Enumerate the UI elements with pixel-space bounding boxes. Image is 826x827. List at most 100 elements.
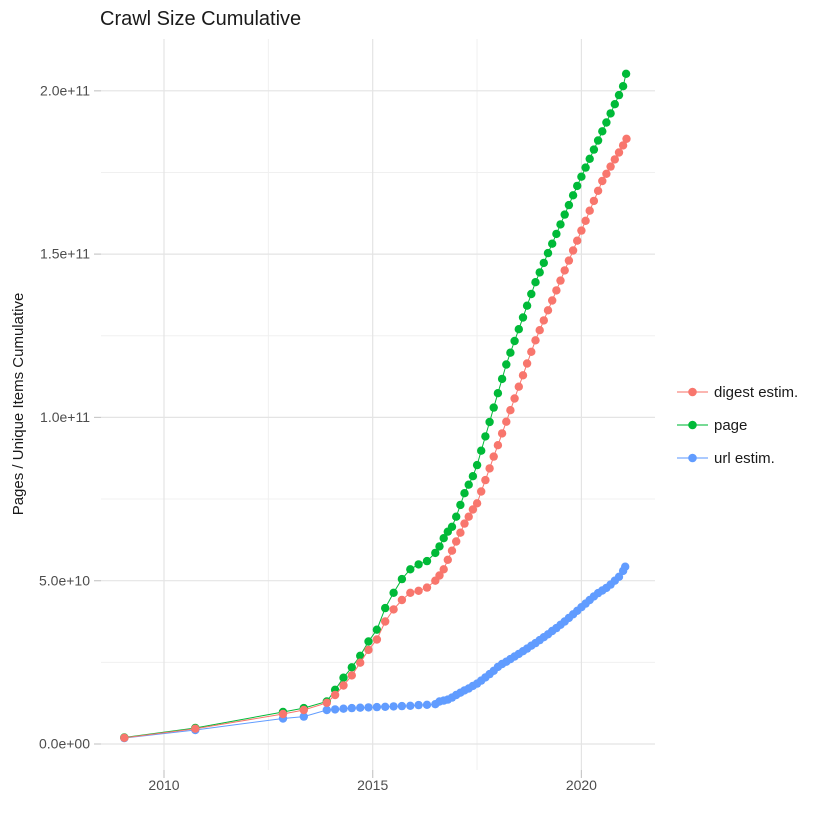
gridlines-minor [101,39,655,770]
data-point [573,236,582,245]
data-point [330,690,340,700]
data-point [485,464,494,473]
legend-key-dot-digest [688,387,697,397]
data-point [527,347,536,356]
data-point [614,90,624,100]
data-point [439,534,448,543]
legend-item-page: page [677,417,747,434]
data-point [397,595,407,605]
data-point [502,417,511,426]
data-point [485,417,494,427]
data-point [497,374,507,384]
data-point [422,583,432,592]
data-point [364,637,373,646]
data-point [548,296,557,305]
series-line [124,566,626,739]
data-point [299,705,308,715]
data-point [464,512,473,521]
data-point [514,325,523,334]
data-point [389,702,398,711]
data-point [422,556,432,566]
data-point [299,712,308,721]
data-point [464,480,473,489]
data-point [364,645,373,655]
data-point [602,118,611,127]
legend-item-url-estim: url estim. [677,450,775,467]
data-point [560,266,569,275]
series-line [124,138,627,739]
data-point [618,141,628,150]
data-point [585,206,594,215]
data-point [322,705,331,715]
gridlines-major [101,39,655,770]
data-point [518,313,528,322]
data-point [414,560,423,569]
plot-series [120,69,631,743]
data-point [493,441,503,450]
data-point [191,724,200,733]
data-point [439,565,448,574]
data-point [322,698,331,707]
data-point [456,500,465,510]
data-point [543,248,553,258]
data-point [381,702,390,711]
x-tick-label-2015: 2015 [357,777,388,793]
data-point [522,359,532,368]
series-url-estim- [120,562,630,743]
data-point [602,169,611,178]
y-tick-label-0: 0.0e+00 [39,736,90,752]
data-point [621,562,630,571]
data-point [120,733,129,742]
data-point [356,703,365,712]
data-point [577,226,586,235]
data-point [497,429,507,438]
data-point [614,572,624,581]
legend-item-digest-estim: digest estim. [677,384,798,401]
data-point [460,519,469,528]
data-point [477,487,486,496]
data-point [339,673,348,682]
data-point [552,286,561,295]
data-point [347,671,356,680]
data-point [460,489,469,498]
data-point [552,229,561,239]
x-tick-label-2010: 2010 [148,777,179,793]
data-point [577,172,586,181]
data-point [372,635,382,644]
data-point [472,499,482,508]
data-point [381,617,390,626]
data-point [452,537,461,546]
data-point [431,548,440,558]
data-point [389,605,398,614]
data-point [622,134,631,143]
data-point [381,603,390,613]
legend-label-page: page [714,417,747,434]
data-point [506,348,515,357]
data-point [406,565,415,574]
data-point [347,703,356,713]
data-point [372,625,382,634]
data-point [568,246,578,255]
data-point [468,505,478,514]
data-point [489,452,498,461]
data-point [435,571,444,580]
data-point [531,278,540,287]
data-point [330,705,340,714]
data-point [347,663,356,672]
data-point [621,69,631,79]
legend: digest estim. page url estim. [677,384,798,467]
y-axis-title: Pages / Unique Items Cumulative [10,293,27,516]
x-tick-label-2020: 2020 [566,777,597,793]
y-tick-label-5e10: 5.0e+10 [39,572,90,588]
data-point [606,109,615,118]
data-point [510,394,519,403]
data-point [510,336,519,346]
data-point [472,460,482,470]
data-point [422,700,432,709]
data-point [593,186,603,195]
chart-title: Crawl Size Cumulative [100,8,301,30]
data-point [468,472,478,481]
y-tick-label-1e11: 1.0e+11 [40,409,90,425]
legend-key-dot-url [688,453,697,463]
data-point [414,586,423,595]
